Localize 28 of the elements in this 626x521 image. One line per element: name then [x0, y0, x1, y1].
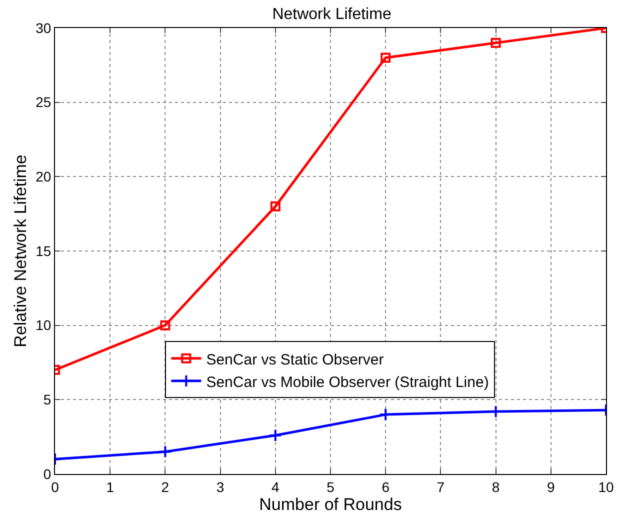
point [380, 52, 391, 63]
x-tick-label: 3 [216, 478, 224, 495]
y-axis-title: Relative Network Lifetime [11, 154, 30, 348]
y-tick-label: 0 [43, 466, 52, 482]
y-tick-label: 15 [36, 242, 52, 259]
x-tick-label: 1 [106, 478, 114, 495]
x-tick-label: 7 [436, 478, 445, 495]
y-tick-label: 10 [36, 317, 52, 334]
point [158, 445, 172, 458]
point [270, 201, 280, 212]
legend-label: SenCar vs Static Observer [206, 351, 384, 368]
y-tick-label: 25 [36, 94, 52, 110]
x-tick-label: 8 [492, 478, 500, 495]
x-tick-label: 10 [598, 478, 614, 495]
x-tick-label: 9 [547, 478, 555, 495]
y-tick-label: 30 [36, 20, 52, 36]
x-tick-label: 4 [272, 478, 280, 495]
x-tick-label: 5 [326, 478, 335, 495]
x-axis-title: Number of Rounds [259, 494, 402, 514]
point [490, 38, 501, 48]
point [268, 428, 282, 442]
x-tick-label: 2 [161, 478, 170, 495]
legend-label: SenCar vs Mobile Observer (Straight Line) [206, 374, 489, 391]
point [160, 320, 170, 330]
y-tick-label: 5 [43, 392, 52, 408]
chart-title: Network Lifetime [272, 6, 392, 24]
y-tick-label: 20 [36, 168, 52, 185]
x-tick-label: 6 [382, 478, 390, 495]
